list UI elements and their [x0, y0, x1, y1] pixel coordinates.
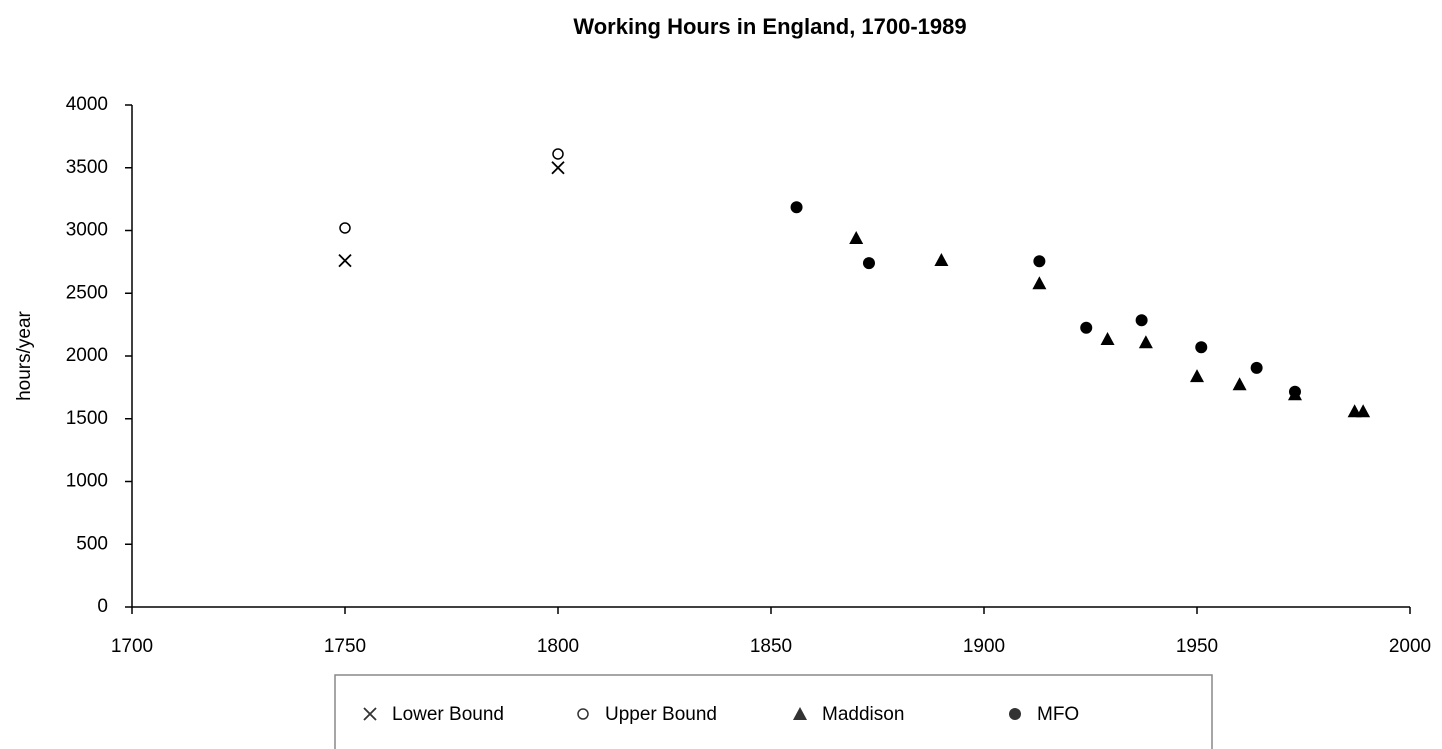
y-tick-label: 1500: [66, 408, 108, 429]
data-point: [551, 161, 565, 175]
data-point: [1100, 332, 1115, 346]
x-tick-label: 1700: [111, 636, 153, 657]
x-tick-label: 1900: [963, 636, 1005, 657]
x-tick-label: 1750: [324, 636, 366, 657]
data-point: [849, 231, 864, 245]
legend-marker: [577, 708, 589, 720]
legend-marker: [793, 707, 807, 720]
data-point: [1195, 341, 1208, 354]
y-tick-label: 0: [97, 596, 108, 617]
y-tick-label: 500: [76, 533, 108, 554]
data-point: [1250, 361, 1263, 374]
data-point: [1288, 385, 1301, 398]
data-point: [790, 201, 803, 214]
y-tick-label: 3500: [66, 157, 108, 178]
legend-label: MFO: [1037, 704, 1079, 725]
chart-title: Working Hours in England, 1700-1989: [573, 14, 966, 39]
data-point: [339, 222, 351, 234]
legend-box: [334, 674, 1213, 749]
x-tick-label: 2000: [1389, 636, 1431, 657]
data-point: [862, 257, 875, 270]
data-point: [1135, 314, 1148, 327]
y-tick-label: 2500: [66, 282, 108, 303]
legend-label: Maddison: [822, 704, 904, 725]
legend-label: Lower Bound: [392, 704, 504, 725]
y-tick-label: 1000: [66, 471, 108, 492]
data-point: [1033, 255, 1046, 268]
data-point: [1190, 369, 1204, 383]
y-tick-label: 3000: [66, 220, 108, 241]
y-tick-label: 2000: [66, 345, 108, 366]
x-tick-label: 1950: [1176, 636, 1218, 657]
x-tick-label: 1850: [750, 636, 792, 657]
data-point: [1032, 276, 1047, 290]
x-tick-label: 1800: [537, 636, 579, 657]
legend-marker: [1009, 708, 1021, 720]
legend-marker: [363, 707, 377, 721]
data-point: [1232, 377, 1247, 391]
data-point: [1080, 321, 1093, 334]
data-point: [934, 252, 949, 266]
data-point: [1138, 335, 1153, 349]
data-point: [552, 148, 564, 160]
data-point: [1356, 404, 1371, 418]
y-axis-label: hours/year: [14, 310, 35, 400]
legend-label: Upper Bound: [605, 704, 717, 725]
data-point: [338, 253, 352, 268]
y-tick-label: 4000: [66, 94, 108, 115]
